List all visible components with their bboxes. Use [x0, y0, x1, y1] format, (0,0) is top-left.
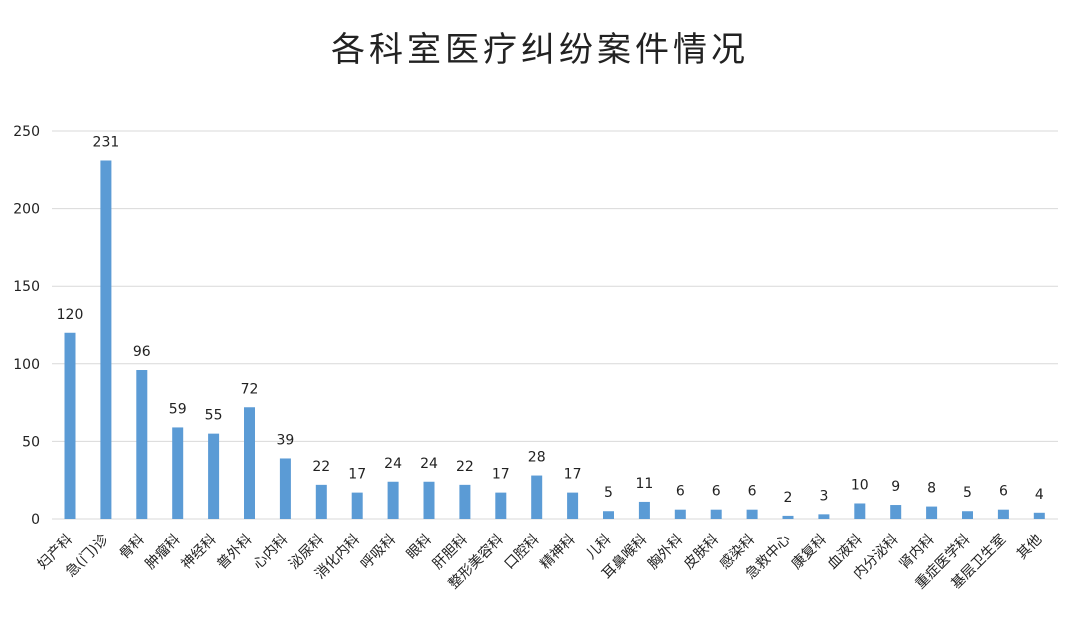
category-label: 其他	[1014, 532, 1045, 563]
data-label: 8	[927, 481, 936, 497]
bar	[64, 332, 76, 519]
bar	[315, 484, 327, 519]
y-tick-label: 250	[13, 124, 40, 140]
y-tick-label: 150	[13, 279, 40, 295]
bar	[603, 511, 614, 519]
bar	[1033, 512, 1045, 519]
bar	[674, 509, 686, 519]
y-tick-label: 50	[22, 434, 40, 450]
bar	[962, 511, 973, 519]
data-label: 2	[784, 490, 793, 506]
bar	[567, 492, 579, 519]
bar	[208, 433, 220, 519]
bar	[818, 514, 830, 519]
data-label: 10	[851, 477, 869, 493]
data-label: 28	[528, 450, 546, 466]
bar	[746, 509, 758, 519]
bar	[997, 509, 1009, 519]
bar	[279, 458, 291, 519]
bar	[782, 515, 794, 519]
data-label: 24	[420, 456, 438, 472]
bar	[100, 160, 112, 519]
data-label: 4	[1035, 487, 1044, 503]
category-label: 普外科	[214, 532, 255, 573]
category-label: 胸外科	[645, 532, 686, 573]
data-label: 55	[205, 408, 223, 424]
y-tick-label: 200	[13, 202, 40, 218]
data-label: 5	[963, 485, 972, 501]
data-label: 22	[312, 459, 330, 475]
category-label: 儿科	[583, 532, 614, 563]
chart-title: 各科室医疗纠纷案件情况	[331, 30, 749, 70]
bar	[926, 506, 938, 519]
bar	[854, 503, 866, 519]
bar	[244, 407, 255, 519]
bar	[459, 484, 471, 519]
data-label: 17	[348, 467, 366, 483]
bar	[531, 475, 543, 519]
bar	[423, 481, 435, 519]
data-label: 59	[169, 401, 187, 417]
bar	[890, 505, 902, 519]
data-label: 17	[492, 467, 510, 483]
category-label: 眼科	[404, 532, 435, 563]
data-label: 24	[384, 456, 402, 472]
category-label: 口腔科	[502, 532, 543, 573]
data-label: 5	[604, 485, 613, 501]
gridlines	[52, 130, 1058, 520]
category-label: 神经科	[178, 532, 219, 573]
data-label: 22	[456, 459, 474, 475]
y-tick-label: 100	[13, 357, 40, 373]
category-label: 骨科	[117, 532, 148, 563]
bar	[495, 492, 507, 519]
bar	[351, 492, 363, 519]
data-label: 96	[133, 344, 151, 360]
data-label: 6	[999, 484, 1008, 500]
bars	[64, 160, 1045, 519]
data-label: 17	[564, 467, 582, 483]
data-label: 72	[241, 381, 259, 397]
data-label: 3	[819, 488, 828, 504]
category-label: 心内科	[250, 532, 291, 573]
data-label: 6	[748, 484, 757, 500]
data-label: 6	[712, 484, 721, 500]
category-label: 呼吸科	[358, 532, 399, 573]
data-label: 9	[891, 479, 900, 495]
data-label: 6	[676, 484, 685, 500]
data-label: 120	[57, 307, 84, 323]
bar	[710, 509, 722, 519]
bar	[638, 501, 650, 519]
category-label: 皮肤科	[681, 532, 722, 573]
category-label: 康复科	[788, 531, 830, 573]
y-tick-label: 0	[31, 512, 40, 528]
data-label: 231	[93, 134, 120, 150]
y-axis-ticks: 0 50 100 150 200 250	[13, 124, 40, 528]
bar	[136, 370, 148, 519]
bar	[172, 427, 184, 519]
data-label: 11	[635, 476, 653, 492]
category-label: 肿瘤科	[142, 531, 184, 573]
category-label: 精神科	[537, 532, 578, 573]
bar	[387, 481, 399, 519]
data-label: 39	[276, 432, 294, 448]
